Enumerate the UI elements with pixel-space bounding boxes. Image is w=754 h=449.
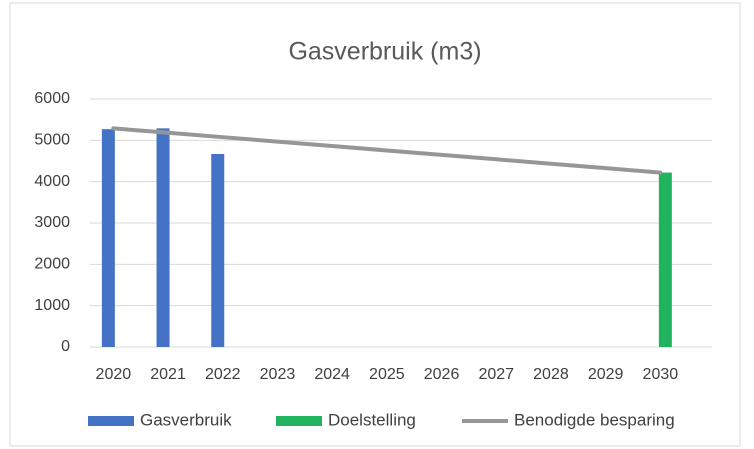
chart-border — [9, 2, 741, 447]
y-tick-label: 2000 — [34, 256, 70, 273]
x-tick-label: 2027 — [478, 366, 514, 383]
line — [111, 126, 663, 175]
x-tick-label: 2024 — [314, 366, 350, 383]
y-tick-label: 3000 — [34, 214, 70, 231]
chart-title: Gasverbruik (m3) — [288, 38, 481, 66]
legend-label: Gasverbruik — [140, 410, 232, 429]
bar — [101, 129, 115, 347]
bar — [156, 128, 170, 347]
bar — [658, 172, 672, 347]
y-tick-label: 0 — [61, 338, 70, 355]
x-tick-label: 2026 — [424, 366, 460, 383]
y-tick-label: 6000 — [34, 90, 70, 107]
x-tick-label: 2030 — [643, 366, 679, 383]
y-tick-label: 5000 — [34, 132, 70, 149]
y-tick-label: 1000 — [34, 297, 70, 314]
x-tick-label: 2022 — [205, 366, 241, 383]
legend-swatch — [276, 416, 322, 426]
x-tick-label: 2021 — [150, 366, 186, 383]
legend-swatch — [88, 416, 134, 426]
x-tick-label: 2025 — [369, 366, 405, 383]
legend-label: Benodigde besparing — [514, 410, 675, 429]
x-tick-label: 2029 — [588, 366, 624, 383]
x-tick-label: 2020 — [96, 366, 132, 383]
legend-label: Doelstelling — [328, 410, 416, 429]
x-tick-label: 2023 — [260, 366, 296, 383]
x-tick-label: 2028 — [533, 366, 569, 383]
y-tick-label: 4000 — [34, 173, 70, 190]
bar — [211, 153, 225, 347]
